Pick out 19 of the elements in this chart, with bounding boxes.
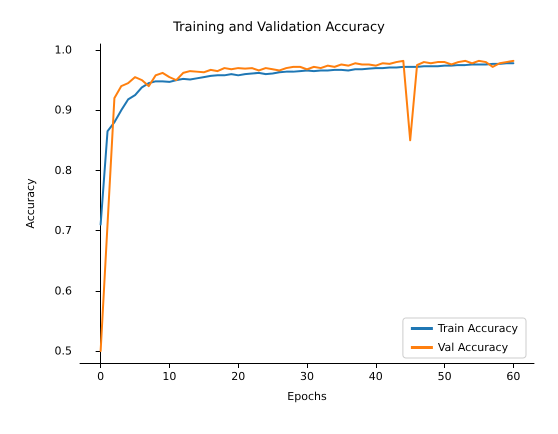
y-tick-label: 0.5	[54, 344, 72, 358]
y-tick-label: 0.9	[54, 104, 72, 117]
x-axis-title: Epochs	[287, 390, 327, 403]
y-tick-label: 1.0	[54, 44, 72, 57]
x-tick-label: 30	[300, 370, 314, 383]
y-tick-label: 0.6	[54, 284, 72, 298]
y-tick-label: 0.8	[54, 164, 72, 177]
x-tick-label: 60	[506, 370, 520, 383]
x-tick-label: 20	[231, 370, 246, 383]
y-axis-title: Accuracy	[24, 178, 37, 229]
x-tick-label: 50	[438, 370, 452, 383]
x-tick-label: 0	[97, 370, 104, 383]
y-tick-label: 0.7	[54, 224, 72, 238]
chart-title: Training and Validation Accuracy	[172, 20, 386, 35]
x-tick-label: 40	[368, 370, 383, 383]
x-tick-label: 10	[162, 370, 176, 383]
legend-label: Val Accuracy	[438, 341, 509, 354]
legend-label: Train Accuracy	[436, 322, 518, 335]
line-series	[100, 62, 514, 226]
